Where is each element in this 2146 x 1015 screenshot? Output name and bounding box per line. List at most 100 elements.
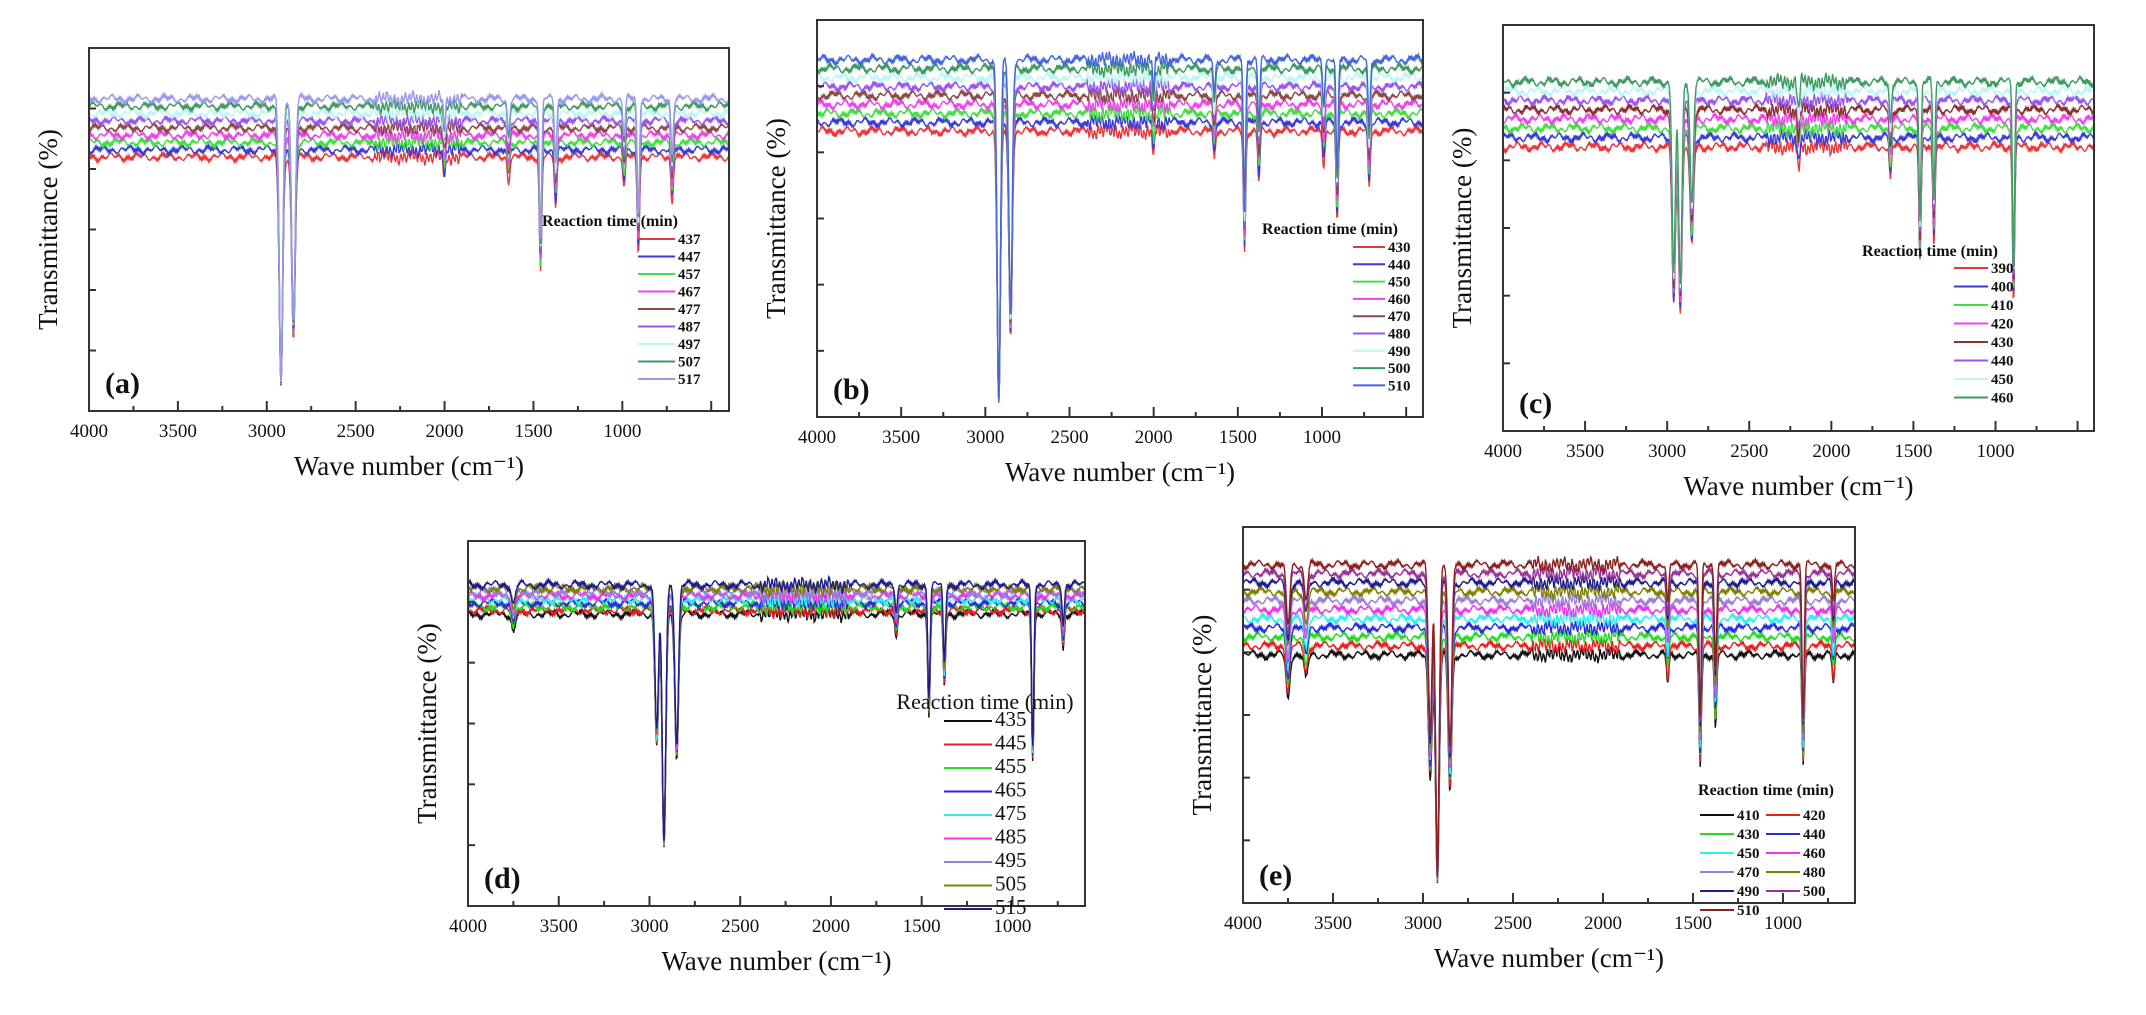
panel-label: (c) [1519, 387, 1552, 420]
legend-label: 517 [678, 372, 701, 388]
x-axis-label: Wave number (cm⁻¹) [1005, 457, 1235, 487]
legend-label: 435 [995, 707, 1027, 731]
series-line-447 [88, 140, 730, 386]
x-tick-label: 1000 [993, 916, 1031, 937]
x-tick-label: 3500 [1314, 913, 1352, 934]
legend-label: 465 [995, 778, 1027, 802]
series-line-460 [1242, 600, 1856, 880]
series-line-465 [467, 594, 1086, 846]
series-line-475 [467, 589, 1086, 846]
legend-label: 497 [678, 337, 701, 353]
legend-label: 440 [1991, 354, 2014, 370]
legend-label: 430 [1991, 335, 2014, 351]
series-line-510 [1242, 554, 1856, 877]
series-line-480 [816, 76, 1424, 401]
series-line-500 [1242, 565, 1856, 877]
legend-label: 400 [1991, 280, 2014, 296]
legend-label: 460 [1803, 846, 1826, 862]
x-tick-label: 3000 [966, 427, 1004, 448]
series-line-467 [88, 125, 730, 384]
legend-title: Reaction time (min) [1262, 221, 1398, 238]
series-line-440 [816, 113, 1424, 403]
x-tick-label: 2000 [1812, 441, 1850, 462]
panel-label: (e) [1259, 859, 1292, 892]
series-line-410 [1242, 645, 1856, 884]
legend-label: 500 [1388, 361, 1411, 377]
legend-title: Reaction time (min) [1698, 782, 1834, 799]
y-axis-label: Transmittance (%) [412, 623, 442, 824]
y-axis-label: Transmittance (%) [1187, 615, 1217, 816]
x-axis-label: Wave number (cm⁻¹) [661, 946, 891, 976]
y-axis-label: Transmittance (%) [761, 118, 791, 319]
x-tick-label: 4000 [1224, 913, 1262, 934]
x-tick-label: 1500 [1219, 427, 1257, 448]
panel-b: 4000 3500 3000 2500 2000 1500 1000 Wave number … [761, 19, 1424, 487]
panel-c: 4000 3500 3000 2500 2000 1500 1000 Wave number … [1447, 24, 2095, 501]
series-line-390 [1502, 136, 2095, 314]
legend-label: 420 [1803, 808, 1826, 824]
legend-title: Reaction time (min) [542, 213, 678, 230]
series-line-400 [1502, 127, 2095, 308]
legend-label: 510 [1737, 903, 1760, 919]
legend-label: 440 [1388, 257, 1411, 273]
x-tick-label: 3000 [248, 421, 286, 442]
panel-label: (d) [484, 862, 521, 895]
series-line-430 [1242, 628, 1856, 883]
legend-label: 487 [678, 320, 701, 336]
y-axis-label: Transmittance (%) [33, 129, 63, 330]
legend-label: 460 [1991, 391, 2014, 407]
legend-label: 455 [995, 754, 1027, 778]
panel-a: 4000 3500 3000 2500 2000 1500 1000 Wave number … [33, 47, 730, 481]
legend-label: 437 [678, 232, 701, 248]
series-line-450 [1242, 610, 1856, 881]
series-line-460 [816, 95, 1424, 402]
x-tick-label: 3500 [159, 421, 197, 442]
x-axis-label: Wave number (cm⁻¹) [1683, 471, 1913, 501]
x-tick-label: 2500 [1051, 427, 1089, 448]
legend-label: 515 [995, 895, 1027, 919]
x-tick-label: 1000 [1303, 427, 1341, 448]
x-tick-label: 1500 [903, 916, 941, 937]
legend-label: 460 [1388, 292, 1411, 308]
legend-label: 477 [678, 302, 701, 318]
legend-label: 430 [1737, 827, 1760, 843]
series-line-420 [1502, 108, 2095, 302]
x-tick-label: 1500 [514, 421, 552, 442]
series-line-480 [1242, 582, 1856, 879]
x-tick-label: 3500 [540, 916, 578, 937]
x-axis-label: Wave number (cm⁻¹) [294, 451, 524, 481]
legend-label: 390 [1991, 261, 2014, 277]
panel-e: 4000 3500 3000 2500 2000 1500 1000 Wave number … [1187, 526, 1856, 973]
x-tick-label: 1000 [1977, 441, 2015, 462]
x-tick-label: 2000 [426, 421, 464, 442]
legend-label: 440 [1803, 827, 1826, 843]
x-tick-label: 3000 [1648, 441, 1686, 462]
x-tick-label: 3500 [882, 427, 920, 448]
x-tick-label: 2500 [1494, 913, 1532, 934]
x-tick-label: 1500 [1674, 913, 1712, 934]
legend-label: 470 [1737, 865, 1760, 881]
legend-label: 410 [1737, 808, 1760, 824]
series-line-420 [1242, 637, 1856, 883]
series-line-435 [467, 604, 1086, 848]
legend-label: 470 [1388, 309, 1411, 325]
panel-label: (b) [833, 373, 870, 406]
series-line-510 [816, 50, 1424, 400]
series-line-470 [1242, 591, 1856, 879]
x-tick-label: 4000 [798, 427, 836, 448]
legend-label: 485 [995, 825, 1027, 849]
legend-label: 430 [1388, 240, 1411, 256]
legend: Reaction time (min) 410 420 430 440 450 460 470… [1698, 782, 1834, 919]
legend-label: 410 [1991, 298, 2014, 314]
series-line-515 [467, 574, 1086, 842]
legend-title: Reaction time (min) [1862, 243, 1998, 260]
legend-label: 490 [1737, 884, 1760, 900]
x-tick-label: 3500 [1566, 441, 1604, 462]
legend-label: 480 [1803, 865, 1826, 881]
x-tick-label: 3000 [1404, 913, 1442, 934]
series-line-455 [467, 597, 1086, 846]
series-line-517 [88, 90, 730, 380]
